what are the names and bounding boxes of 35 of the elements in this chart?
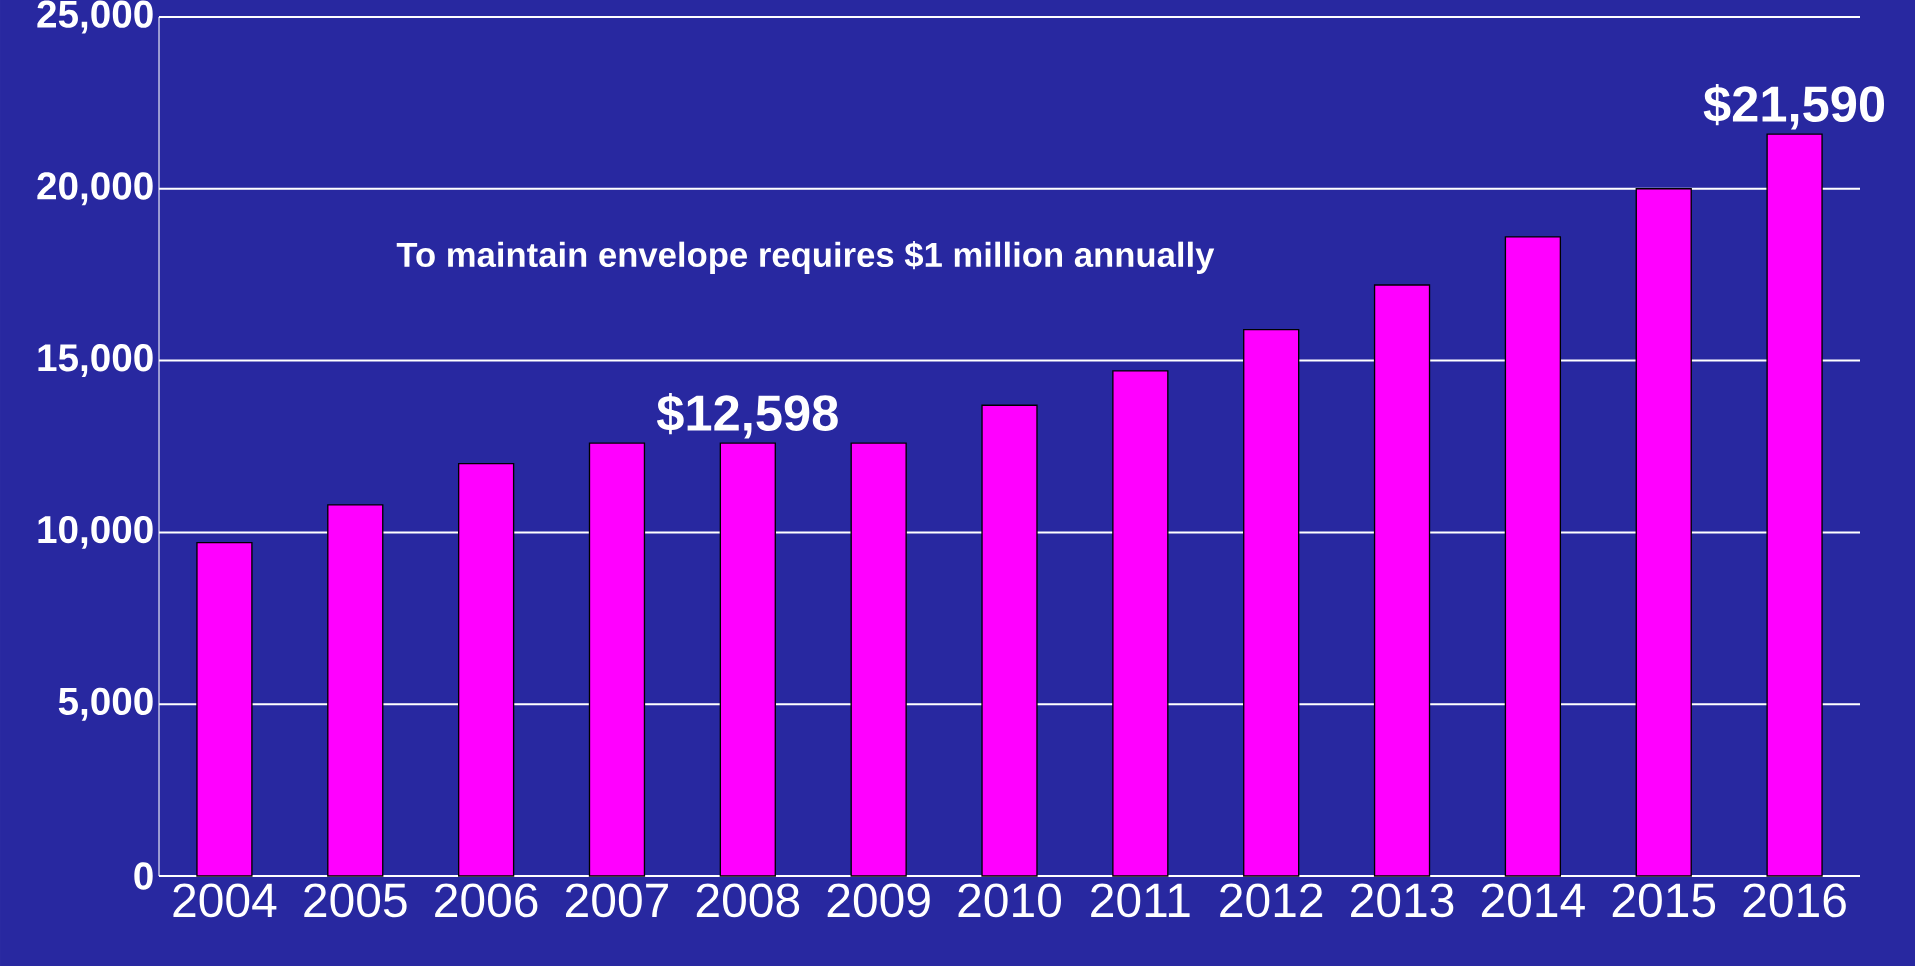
x-tick-label: 2012 xyxy=(1220,883,1323,918)
data-label: $12,598 xyxy=(656,392,838,439)
bar xyxy=(196,542,253,877)
bar xyxy=(1373,284,1431,877)
y-tick-label: 0 xyxy=(134,862,153,890)
x-tick-label: 2009 xyxy=(827,883,930,918)
bar xyxy=(1504,236,1562,877)
x-tick-label: 2011 xyxy=(1091,883,1190,918)
x-tick-label: 2013 xyxy=(1351,883,1454,918)
data-label: $21,590 xyxy=(1703,84,1885,130)
x-tick-label: 2005 xyxy=(304,883,407,918)
x-tick-label: 2014 xyxy=(1481,883,1585,918)
bar xyxy=(719,442,776,877)
x-tick-label: 2006 xyxy=(435,883,538,918)
bar xyxy=(327,504,384,877)
x-tick-label: 2008 xyxy=(696,883,800,918)
y-tick-label: 10,000 xyxy=(38,515,153,549)
bar xyxy=(588,442,646,877)
x-tick-label: 2007 xyxy=(565,883,668,918)
bar xyxy=(457,462,515,877)
bar xyxy=(1112,370,1169,877)
x-tick-label: 2015 xyxy=(1612,883,1716,918)
bar xyxy=(850,442,907,877)
bar xyxy=(981,404,1038,877)
bar xyxy=(1635,188,1692,877)
annotation: To maintain envelope requires $1 million annually xyxy=(396,241,1215,274)
bar xyxy=(1243,328,1300,877)
y-tick-label: 15,000 xyxy=(38,344,153,378)
y-tick-label: 5,000 xyxy=(58,687,153,721)
y-tick-label: 20,000 xyxy=(37,172,153,206)
x-tick-label: 2010 xyxy=(958,883,1061,918)
x-tick-label: 2016 xyxy=(1743,883,1846,918)
x-tick-label: 2004 xyxy=(173,883,277,918)
y-tick-label: 25,000 xyxy=(37,0,153,34)
bar xyxy=(1766,133,1823,877)
